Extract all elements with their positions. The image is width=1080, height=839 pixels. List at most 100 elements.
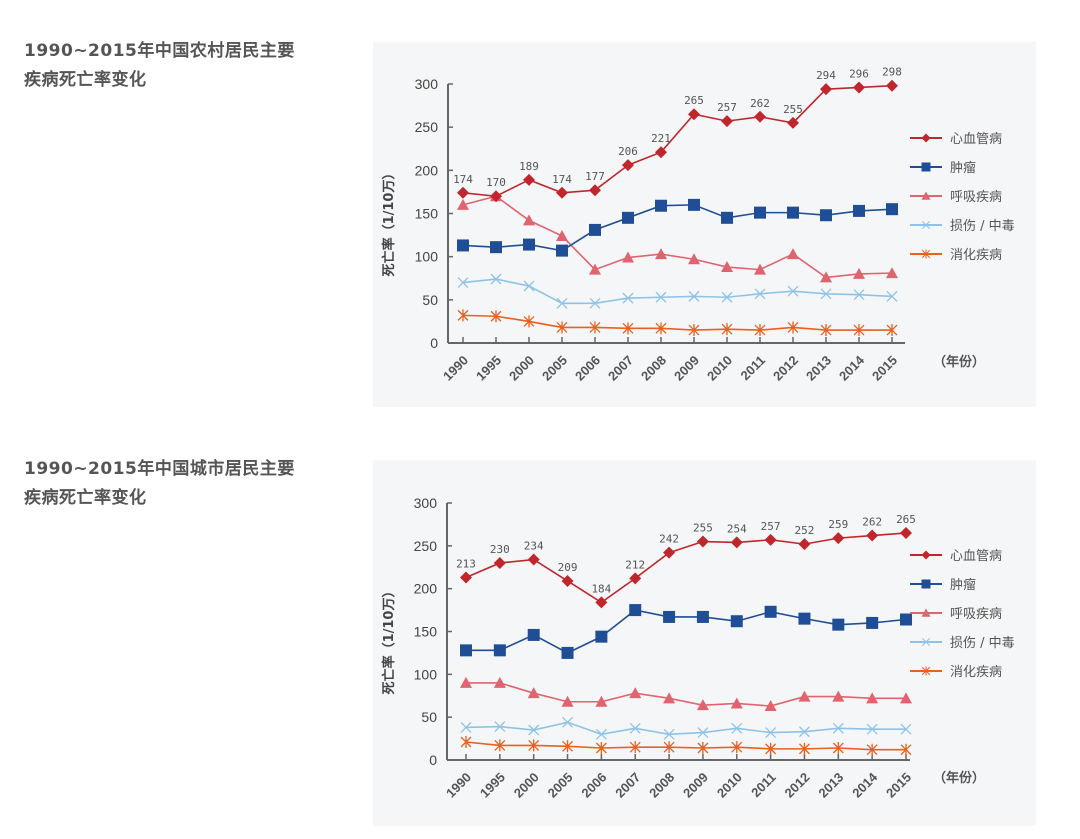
x-tick-label: 2008 (638, 353, 669, 384)
x-tick-label: 2013 (815, 770, 846, 801)
data-point (528, 739, 540, 752)
data-point (556, 244, 568, 257)
data-point (460, 736, 472, 749)
data-label: 257 (761, 520, 781, 533)
data-label: 170 (486, 176, 506, 189)
data-point (730, 615, 743, 628)
data-point (595, 596, 608, 609)
data-label: 294 (816, 69, 836, 82)
y-axis-label: 死亡率（1/10万） (381, 167, 397, 277)
legend-item: 肿瘤 (910, 152, 1015, 181)
x-tick-label: 2000 (511, 770, 542, 801)
data-point (622, 322, 634, 335)
legend-item: 呼吸疾病 (910, 181, 1015, 210)
data-point (697, 742, 709, 755)
data-point (457, 198, 469, 210)
x-tick-label: 2010 (714, 770, 745, 801)
legend-item: 呼吸疾病 (910, 598, 1015, 627)
data-label: 177 (585, 170, 605, 183)
series-line (462, 195, 893, 279)
data-point (595, 630, 608, 643)
y-tick-label: 150 (414, 624, 438, 640)
data-label: 259 (828, 518, 848, 531)
x-tick-label: 1990 (443, 770, 474, 801)
data-point (493, 676, 506, 688)
y-tick-label: 200 (415, 162, 439, 178)
legend-item: 心血管病 (910, 123, 1015, 152)
x-tick-label: 2011 (738, 353, 769, 384)
x-tick-label: 2006 (572, 353, 603, 384)
data-label: 242 (659, 533, 679, 546)
x-tick-label: 2010 (704, 353, 735, 384)
data-label: 254 (727, 522, 747, 535)
data-label: 221 (651, 132, 671, 145)
data-point (853, 324, 865, 337)
x-tick-label: 2013 (803, 353, 834, 384)
legend-swatch-icon (910, 608, 942, 617)
data-point (866, 723, 878, 735)
series-triangle (460, 676, 912, 712)
data-point (556, 186, 568, 199)
data-point (490, 190, 502, 203)
data-point (787, 116, 799, 129)
data-point (697, 727, 709, 739)
x-tick-label: 2012 (770, 353, 801, 384)
legend-swatch-icon (910, 191, 942, 200)
data-point (629, 687, 642, 699)
data-point (523, 315, 535, 328)
data-point (556, 321, 568, 334)
data-point (886, 267, 898, 279)
title-line: 1990~2015年中国城市居民主要 (24, 459, 295, 479)
data-point (754, 263, 766, 275)
data-point (622, 292, 634, 304)
y-axis-label: 死亡率（1/10万） (381, 585, 397, 695)
data-point (561, 695, 574, 707)
legend-marker (921, 637, 931, 646)
series-star (460, 736, 912, 756)
data-point (820, 324, 832, 337)
legend-item: 心血管病 (910, 540, 1015, 569)
data-point (528, 724, 540, 736)
data-point (798, 612, 811, 625)
data-point (688, 253, 700, 265)
data-point (460, 644, 472, 657)
legend-marker (921, 162, 931, 171)
series-diamond: 213 230 234 209 184 212 242 255 254 257 252 259 262 2… (456, 513, 916, 609)
data-point (622, 159, 634, 172)
data-point (629, 741, 641, 754)
series-line (465, 532, 907, 604)
data-label: 230 (490, 543, 510, 556)
data-point (764, 533, 777, 546)
data-label: 255 (693, 522, 713, 535)
legend-marker (921, 191, 931, 200)
data-point (764, 605, 777, 618)
legend-item: 消化疾病 (910, 656, 1015, 685)
legend-label: 消化疾病 (950, 248, 1003, 263)
data-point (820, 209, 832, 222)
data-point (754, 288, 766, 300)
series-line (465, 721, 906, 736)
data-point (655, 146, 667, 159)
data-label: 212 (625, 558, 645, 571)
data-point (754, 324, 766, 337)
legend-label: 损伤 / 中毒 (950, 636, 1015, 651)
x-tick-label: 2005 (545, 770, 576, 801)
legend-swatch-icon (910, 550, 942, 559)
data-point (494, 739, 506, 752)
data-point (688, 290, 700, 302)
series-line (465, 741, 906, 751)
data-point (595, 728, 607, 740)
data-point (622, 211, 634, 224)
y-tick-label: 200 (414, 581, 438, 597)
data-point (595, 695, 608, 707)
data-point (764, 700, 777, 712)
y-tick-label: 50 (422, 292, 438, 308)
data-point (900, 526, 912, 539)
data-point (655, 291, 667, 303)
y-tick-label: 0 (429, 752, 437, 768)
legend-swatch-icon (910, 249, 942, 258)
x-tick-label: 2006 (578, 770, 609, 801)
data-point (589, 184, 601, 197)
data-point (663, 610, 676, 623)
data-point (820, 288, 832, 300)
